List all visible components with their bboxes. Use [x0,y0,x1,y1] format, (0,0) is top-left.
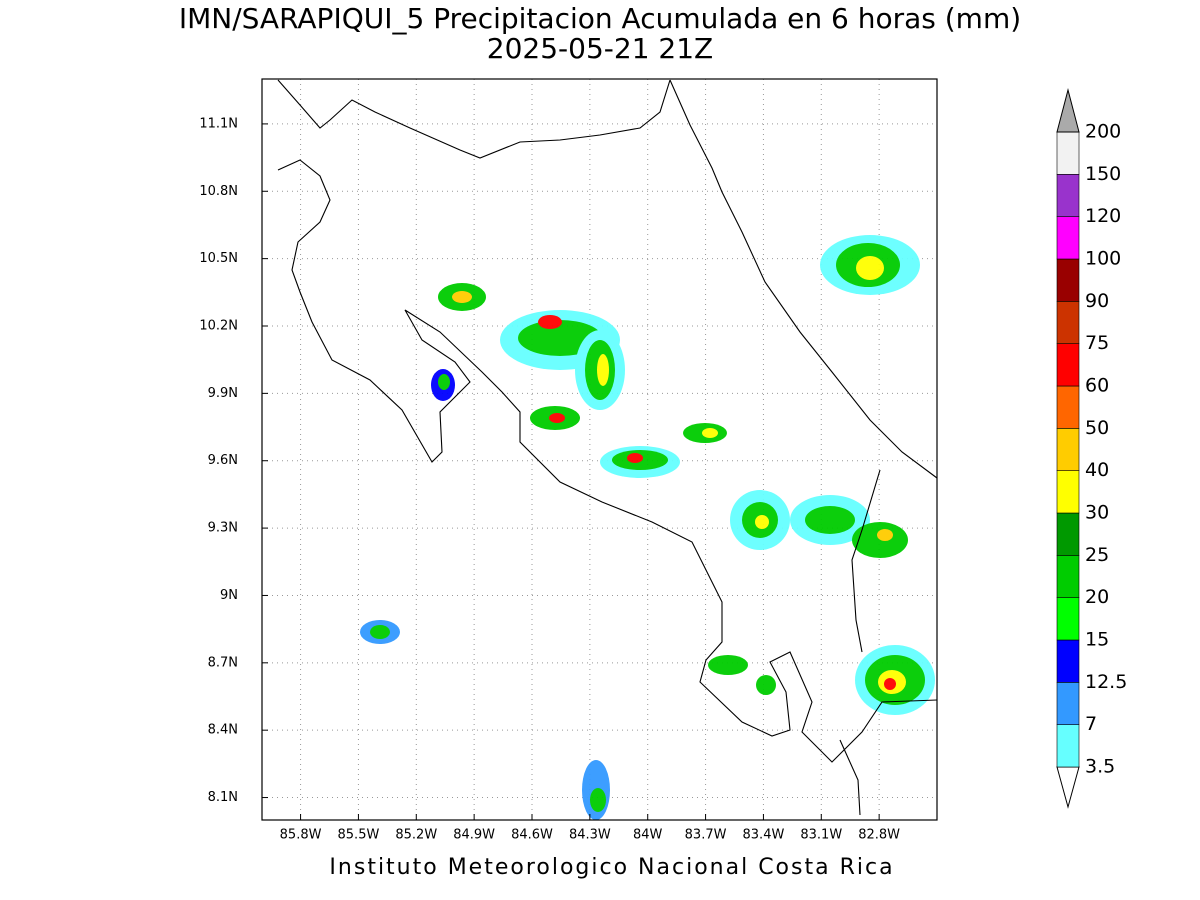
colorbar-box [1056,724,1080,768]
colorbar-label: 50 [1085,417,1109,439]
colorbar-box [1056,216,1080,260]
y-tick-label: 10.5N [199,251,238,266]
colorbar-label: 150 [1085,163,1121,185]
colorbar-box [1056,258,1080,302]
colorbar-label: 120 [1085,205,1121,227]
title: IMN/SARAPIQUI_5 Precipitacion Acumulada … [179,2,1021,35]
y-tick-label: 9.3N [208,521,238,536]
map-frame [261,78,938,821]
x-tick-label: 83.4W [743,828,785,843]
x-tick-label: 85.2W [395,828,437,843]
y-tick-label: 11.1N [199,116,238,131]
x-tick-label: 83.7W [685,828,727,843]
colorbar-label: 30 [1085,502,1109,524]
colorbar-box [1056,682,1080,725]
colorbar-low-triangle [1056,766,1080,809]
colorbar-high-triangle [1056,88,1080,133]
y-tick-label: 9.9N [208,386,238,401]
colorbar-box [1056,385,1080,429]
x-tick-label: 82.8W [858,828,900,843]
colorbar-label: 40 [1085,459,1109,481]
y-tick-label: 10.8N [199,184,238,199]
x-tick-label: 84.3W [569,828,611,843]
subtitle: 2025-05-21 21Z [487,32,713,65]
colorbar-label: 7 [1085,713,1097,735]
colorbar-label: 100 [1085,248,1121,270]
x-tick-label: 84.6W [511,828,553,843]
grid [262,79,937,820]
colorbar-label: 75 [1085,332,1109,354]
colorbar-label: 12.5 [1085,671,1127,693]
colorbar-box [1056,428,1080,471]
colorbar-label: 20 [1085,586,1109,608]
colorbar-box [1056,597,1080,641]
precipitation-field [360,235,935,820]
y-tick-label: 10.2N [199,319,238,334]
colorbar: 3.5 7 12.5 15 20 25 30 40 50 60 75 90 100 120 150 200 [1056,88,1127,809]
colorbar-box [1056,555,1080,598]
colorbar-box [1056,131,1080,175]
y-tick-label: 8.7N [208,655,238,670]
x-tick-label: 85.8W [280,828,322,843]
colorbar-label: 90 [1085,290,1109,312]
y-tick-label: 8.4N [208,723,238,738]
x-tick-label: 84.9W [453,828,495,843]
colorbar-label: 200 [1085,121,1121,143]
colorbar-label: 25 [1085,544,1109,566]
y-tick-label: 9.6N [208,453,238,468]
colorbar-box [1056,512,1080,556]
colorbar-box [1056,639,1080,683]
colorbar-box [1056,301,1080,344]
x-tick-label: 84W [633,828,663,843]
footer: Instituto Meteorologico Nacional Costa R… [329,855,894,880]
colorbar-label: 60 [1085,375,1109,397]
colorbar-label: 3.5 [1085,756,1115,778]
x-tick-label: 85.5W [338,828,380,843]
colorbar-box [1056,470,1080,514]
coastlines [277,79,938,816]
colorbar-box [1056,174,1080,217]
x-tick-label: 83.1W [800,828,842,843]
colorbar-label: 15 [1085,629,1109,651]
colorbar-box [1056,343,1080,387]
y-tick-label: 9N [220,588,238,603]
rain-cells [360,235,935,820]
y-tick-label: 8.1N [208,790,238,805]
